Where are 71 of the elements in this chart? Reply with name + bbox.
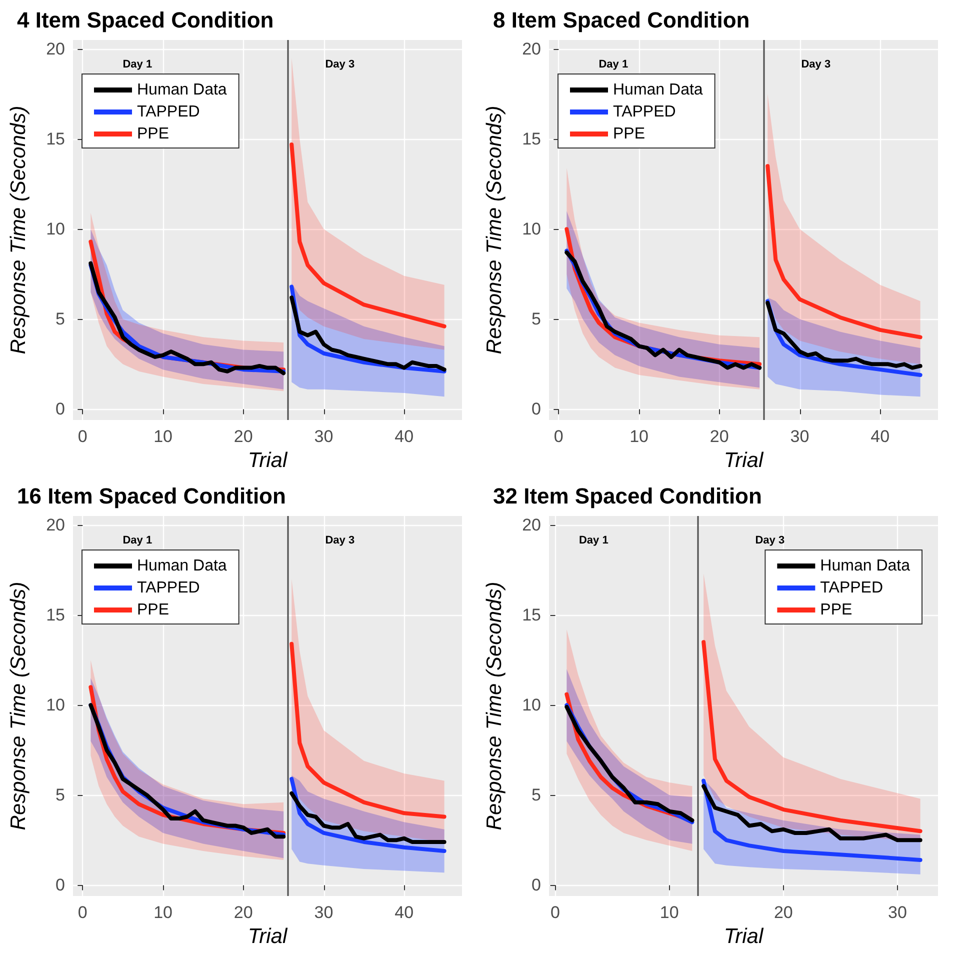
annotation: Day 1 [578,534,608,547]
x-tick-label: 20 [234,427,253,446]
y-axis-title: Response Time (Seconds) [7,582,30,830]
y-tick-label: 15 [46,130,65,149]
y-tick-label: 5 [532,786,541,805]
chart-title: 16 Item Spaced Condition [17,484,286,508]
chart-title: 8 Item Spaced Condition [493,8,750,32]
y-tick-label: 10 [46,696,65,715]
y-tick-label: 15 [522,130,541,149]
y-tick-label: 5 [56,786,65,805]
x-tick-label: 20 [710,427,729,446]
y-tick-label: 0 [532,876,541,895]
legend-label: TAPPED [137,580,200,596]
legend-label: TAPPED [613,104,676,120]
x-tick-label: 10 [154,903,172,922]
annotation: Day 1 [598,58,628,71]
annotation: Day 3 [325,534,355,547]
x-tick-label: 0 [550,903,560,922]
y-tick-label: 5 [56,310,65,329]
x-axis-title: Trial [248,925,288,948]
x-tick-label: 0 [78,903,88,922]
legend-label: PPE [137,602,170,618]
y-tick-label: 15 [522,606,541,625]
x-tick-label: 20 [774,903,793,922]
x-tick-label: 30 [314,427,334,446]
legend-label: TAPPED [137,104,200,120]
y-tick-label: 10 [522,220,541,239]
y-tick-label: 20 [522,516,541,535]
x-axis-title: Trial [248,449,288,472]
legend-label: Human Data [137,82,227,98]
legend-label: TAPPED [820,580,884,596]
y-axis-title: Response Time (Seconds) [483,582,506,830]
x-tick-label: 40 [870,427,890,446]
x-tick-label: 30 [790,427,810,446]
x-tick-label: 30 [314,903,334,922]
legend-label: Human Data [613,82,703,98]
chart-title: 32 Item Spaced Condition [493,484,762,508]
x-tick-label: 10 [154,427,172,446]
x-tick-label: 10 [630,427,648,446]
y-tick-label: 15 [46,606,65,625]
annotation: Day 3 [325,58,355,71]
y-axis-title: Response Time (Seconds) [483,106,506,354]
annotation: Day 1 [122,58,152,71]
annotation: Day 3 [801,58,831,71]
x-tick-label: 40 [394,427,414,446]
legend-label: PPE [137,126,170,142]
x-tick-label: 10 [660,903,679,922]
legend-label: Human Data [820,558,910,574]
x-tick-label: 0 [554,427,564,446]
y-tick-label: 0 [56,876,65,895]
y-tick-label: 20 [46,516,65,535]
x-axis-title: Trial [724,925,764,948]
x-axis-title: Trial [724,449,764,472]
annotation: Day 1 [122,534,152,547]
y-axis-title: Response Time (Seconds) [7,106,30,354]
annotation: Day 3 [755,534,785,547]
legend-label: Human Data [137,558,227,574]
x-tick-label: 30 [888,903,907,922]
y-tick-label: 0 [532,400,541,419]
y-tick-label: 10 [46,220,65,239]
chart-title: 4 Item Spaced Condition [17,8,274,32]
x-tick-label: 40 [394,903,414,922]
y-tick-label: 10 [522,696,541,715]
legend-label: PPE [820,602,852,618]
x-tick-label: 20 [234,903,253,922]
y-tick-label: 0 [56,400,65,419]
legend-label: PPE [613,126,646,142]
y-tick-label: 20 [46,40,65,59]
x-tick-label: 0 [78,427,88,446]
y-tick-label: 5 [532,310,541,329]
y-tick-label: 20 [522,40,541,59]
